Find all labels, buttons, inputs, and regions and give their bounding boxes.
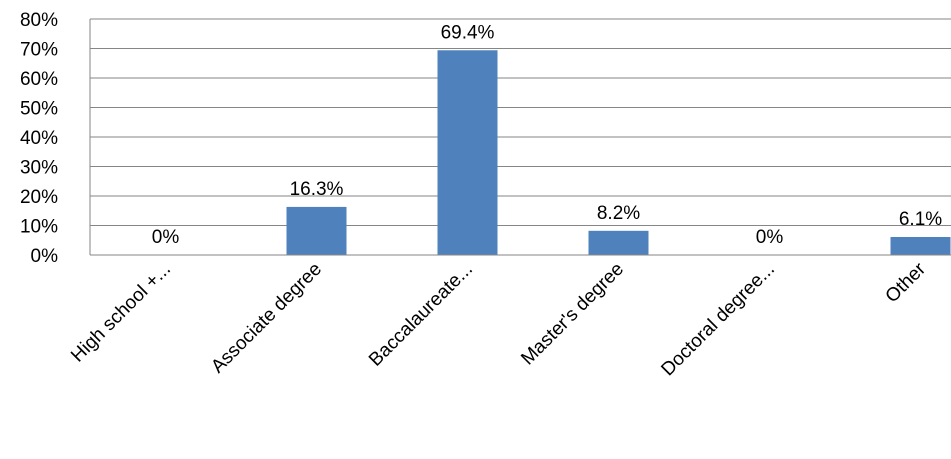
y-tick-label-3: 30% — [20, 158, 58, 179]
category-label-0: High school +... — [67, 259, 175, 367]
y-axis-tick-labels: 0% 10% 20% 30% 40% 50% 60% 70% 80% — [20, 10, 58, 267]
y-tick-label-8: 80% — [20, 10, 58, 31]
axes — [89, 19, 951, 256]
bar-5 — [890, 237, 951, 255]
data-label-3: 8.2% — [597, 203, 640, 224]
category-label-3: Master's degree — [517, 259, 628, 370]
bar-2 — [437, 50, 498, 255]
y-tick-label-1: 10% — [20, 217, 58, 238]
category-label-4: Doctoral degree... — [657, 259, 779, 381]
data-labels: 0% 16.3% 69.4% 8.2% 0% 6.1% — [152, 22, 942, 248]
bars — [286, 50, 951, 255]
bar-1 — [286, 206, 347, 255]
bar-3 — [588, 230, 649, 255]
category-label-5: Other — [882, 258, 931, 307]
y-tick-label-0: 0% — [31, 246, 59, 267]
gridlines — [90, 18, 951, 226]
y-tick-label-6: 60% — [20, 69, 58, 90]
data-label-1: 16.3% — [290, 179, 344, 200]
data-label-4: 0% — [756, 227, 784, 248]
data-label-2: 69.4% — [441, 22, 495, 43]
y-tick-label-7: 70% — [20, 40, 58, 61]
category-label-1: Associate degree — [207, 259, 326, 378]
data-label-5: 6.1% — [899, 209, 942, 230]
y-tick-label-4: 40% — [20, 128, 58, 149]
data-label-0: 0% — [152, 227, 180, 248]
category-label-2: Baccalaureate... — [365, 259, 477, 371]
y-tick-label-5: 50% — [20, 99, 58, 120]
y-tick-label-2: 20% — [20, 187, 58, 208]
category-labels: High school +... Associate degree Baccalau… — [67, 258, 930, 380]
